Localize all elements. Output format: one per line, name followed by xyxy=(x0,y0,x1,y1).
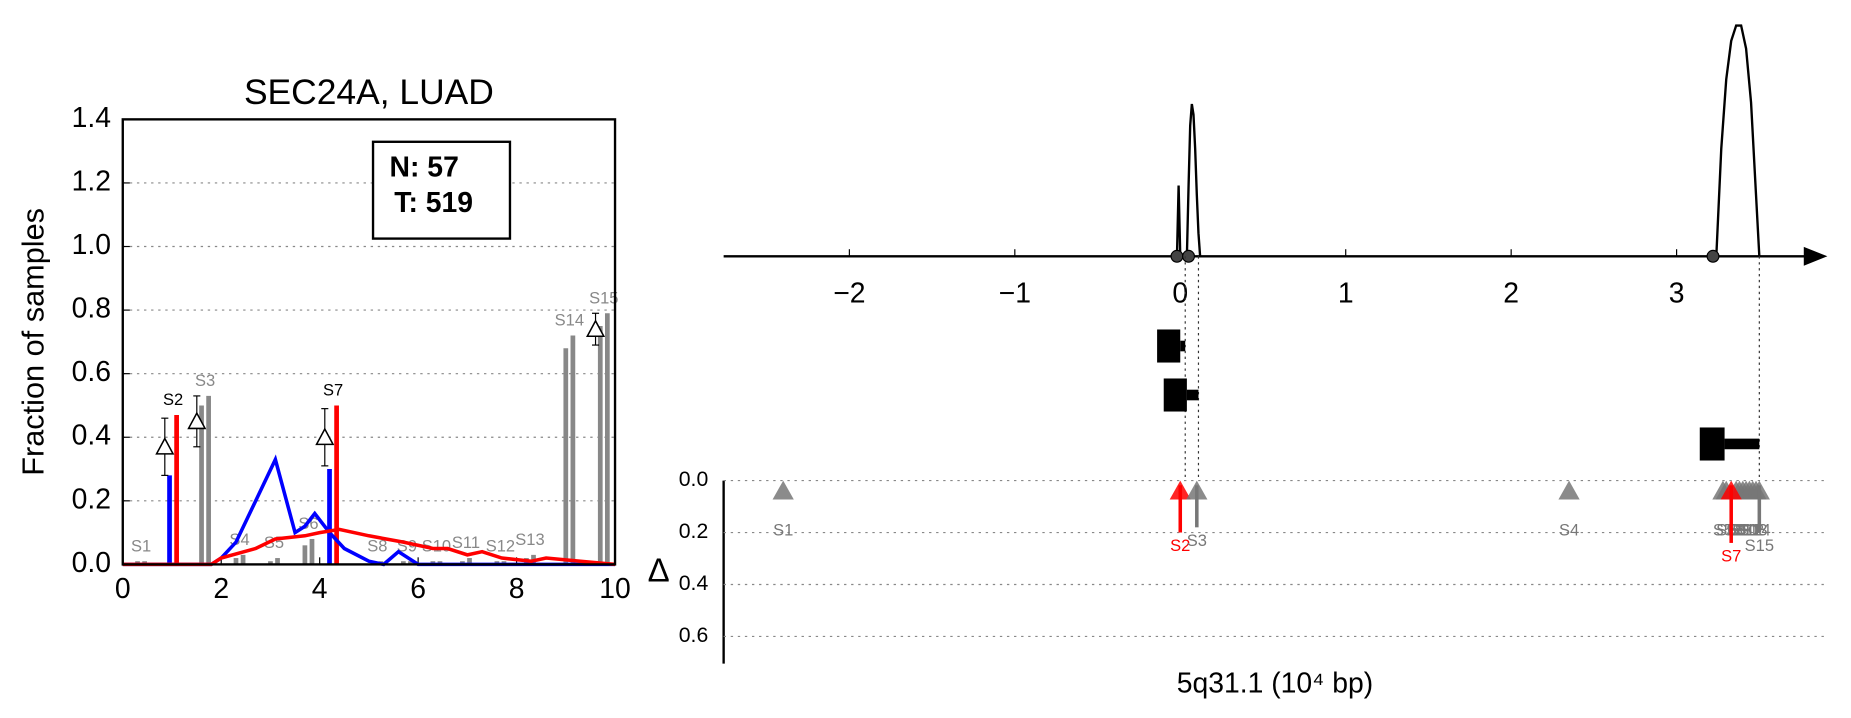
y-tick-label: 0.2 xyxy=(72,483,111,515)
sample-label: S10 xyxy=(1728,520,1757,539)
y-axis-label: Δ xyxy=(648,552,670,589)
sample-label: S11 xyxy=(1732,520,1760,539)
axis-arrow xyxy=(1803,246,1828,266)
sample-marker xyxy=(1558,480,1580,500)
y-axis-label: Fraction of samples xyxy=(16,208,51,476)
density-curve xyxy=(1715,24,1761,257)
x-tick-label: 2 xyxy=(1503,278,1519,310)
sample-label: S1 xyxy=(131,536,151,555)
sample-label: S12 xyxy=(1735,520,1764,539)
x-tick-label: 10 xyxy=(599,573,631,605)
y-tick-label: 0.6 xyxy=(679,623,709,647)
sample-label: S4 xyxy=(1559,520,1579,539)
delta-marker xyxy=(155,436,175,455)
legend-box xyxy=(371,140,512,240)
sample-label: S3 xyxy=(1187,531,1207,550)
y-tick-label: 0.0 xyxy=(679,467,709,491)
box xyxy=(1157,329,1181,363)
y-tick-label: 0.0 xyxy=(72,547,111,579)
sample-label: S13 xyxy=(515,530,544,549)
sample-label: S15 xyxy=(1745,536,1774,555)
density-point xyxy=(1182,249,1196,263)
legend-text: T: 519 xyxy=(394,187,473,219)
sample-label: S12 xyxy=(486,536,515,555)
x-tick-label: 2 xyxy=(213,573,229,605)
sample-label: S11 xyxy=(452,533,480,552)
box xyxy=(1163,378,1187,412)
y-tick-label: 0.4 xyxy=(679,571,709,595)
x-tick-label: 1 xyxy=(1338,278,1354,310)
y-tick-label: 0.6 xyxy=(72,356,111,388)
y-tick-label: 1.2 xyxy=(72,165,111,197)
sample-label: S1 xyxy=(773,520,793,539)
density-point xyxy=(1170,249,1184,263)
sample-marker xyxy=(772,480,794,500)
sample-marker xyxy=(1186,480,1208,500)
sample-label: S8 xyxy=(367,536,387,555)
density-line xyxy=(122,527,616,567)
y-tick-label: 0.2 xyxy=(679,519,709,543)
delta-marker xyxy=(585,319,606,338)
sample-label: S10 xyxy=(422,536,451,555)
density-curve xyxy=(1175,185,1182,257)
chart-title: SEC24A, LUAD xyxy=(244,72,494,112)
box xyxy=(1699,427,1725,461)
sample-label: S7 xyxy=(1721,546,1741,565)
x-tick-label: −1 xyxy=(999,278,1031,310)
density-line xyxy=(122,454,616,567)
y-tick-label: 1.4 xyxy=(72,102,111,134)
sample-marker xyxy=(1748,480,1770,500)
delta-marker xyxy=(187,411,207,430)
sample-label: S3 xyxy=(195,371,215,390)
legend-text: N: 57 xyxy=(390,151,459,183)
plot-frame xyxy=(121,118,617,566)
sample-label: S7 xyxy=(323,381,343,400)
delta-marker xyxy=(315,427,335,446)
x-axis-label: 5q31.1 (10⁴ bp) xyxy=(1177,667,1373,699)
x-tick-label: 4 xyxy=(312,573,328,605)
x-tick-label: 6 xyxy=(410,573,426,605)
x-tick-label: 3 xyxy=(1669,278,1685,310)
sample-label: S2 xyxy=(1170,536,1190,555)
x-tick-label: 0 xyxy=(1172,278,1188,310)
x-tick-label: 0 xyxy=(115,573,131,605)
sample-label: S9 xyxy=(1729,520,1749,539)
y-tick-label: 1.0 xyxy=(72,229,111,261)
x-tick-label: −2 xyxy=(833,278,865,310)
density-curve xyxy=(1185,103,1202,257)
sample-marker xyxy=(1720,480,1742,500)
x-tick-label: 8 xyxy=(509,573,525,605)
sample-marker xyxy=(1169,480,1191,500)
density-point xyxy=(1706,249,1720,263)
sample-label: S15 xyxy=(589,288,618,307)
y-tick-label: 0.8 xyxy=(72,293,111,325)
sample-label: S5 xyxy=(1713,520,1733,539)
sample-label: S14 xyxy=(1741,520,1770,539)
y-tick-label: 0.4 xyxy=(72,420,111,452)
sample-label: S14 xyxy=(555,311,584,330)
sample-label: S2 xyxy=(163,390,183,409)
